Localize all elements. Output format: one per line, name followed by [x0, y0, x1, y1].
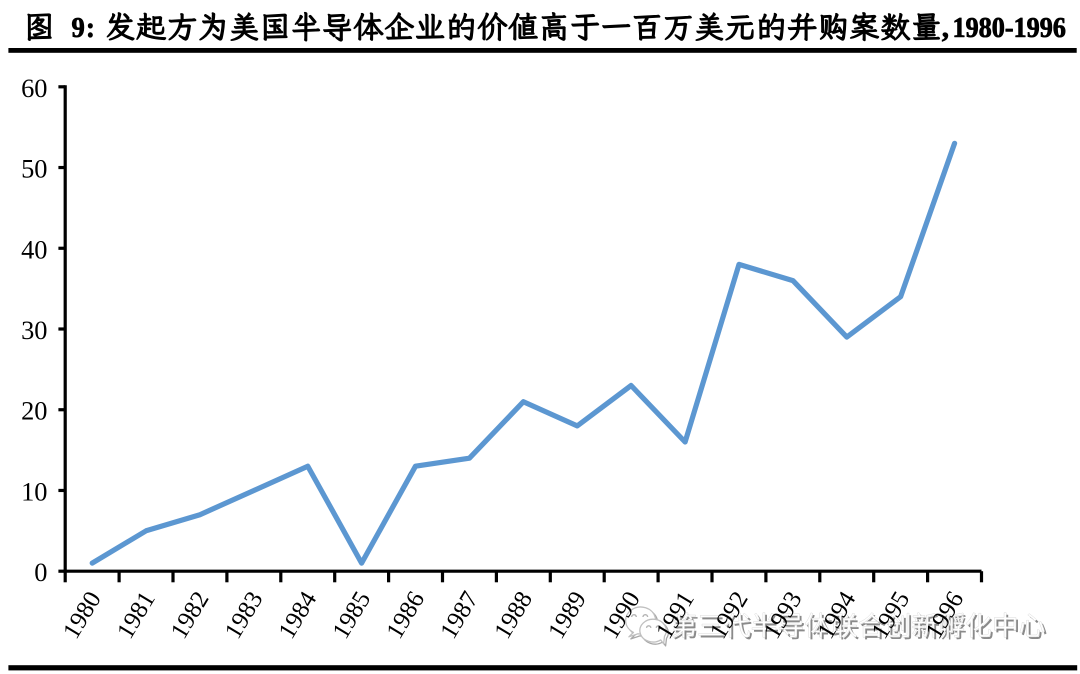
svg-text:20: 20	[21, 396, 47, 426]
svg-text:60: 60	[21, 73, 47, 103]
svg-text:40: 40	[21, 234, 47, 264]
svg-text:30: 30	[21, 315, 47, 345]
svg-text:10: 10	[21, 477, 47, 507]
svg-text:50: 50	[21, 154, 47, 184]
svg-text:0: 0	[34, 557, 47, 587]
